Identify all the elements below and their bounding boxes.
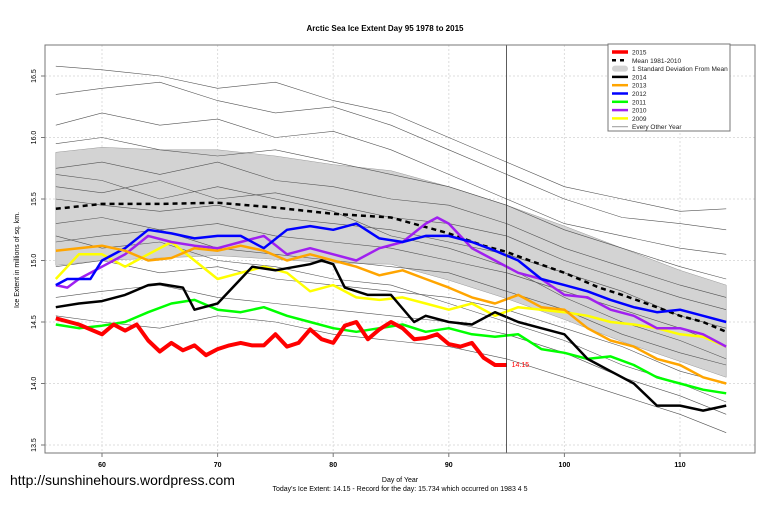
legend-label: 2013 — [632, 83, 647, 90]
legend-swatch — [612, 65, 628, 72]
series-line-2009 — [54, 240, 727, 348]
chart-subtitle: Today's Ice Extent: 14.15 - Record for t… — [272, 486, 527, 493]
series-line-2011 — [55, 298, 727, 395]
x-axis-label: Day of Year — [382, 477, 419, 484]
chart-title: Arctic Sea Ice Extent Day 95 1978 to 201… — [307, 24, 465, 33]
legend-label: 2015 — [632, 50, 647, 57]
legend-label: 2014 — [632, 74, 647, 81]
x-tick-label: 70 — [214, 462, 222, 469]
series-line-2015 — [55, 316, 507, 367]
series-line-2012 — [55, 222, 727, 324]
year-series — [54, 216, 727, 412]
other-year-line — [55, 161, 727, 298]
series-line-2014 — [55, 259, 727, 412]
y-tick-label: 15.0 — [31, 254, 38, 268]
std-band — [55, 147, 727, 378]
y-tick-label: 14.5 — [31, 315, 38, 329]
x-tick-label: 100 — [559, 462, 571, 469]
x-tick-label: 90 — [445, 462, 453, 469]
series-line-2010 — [55, 216, 727, 348]
legend-label: Mean 1981-2010 — [632, 58, 682, 65]
y-tick-label: 14.0 — [31, 377, 38, 391]
legend-box — [607, 43, 731, 132]
other-year-line — [55, 260, 727, 384]
mean-line — [55, 201, 727, 333]
other-year-line — [55, 229, 727, 366]
std-deviation-band — [55, 147, 727, 378]
y-tick-label: 16.5 — [31, 69, 38, 83]
y-tick-label: 13.5 — [31, 438, 38, 452]
mean-1981-2010-line — [55, 201, 727, 333]
legend-label: 2011 — [632, 99, 646, 106]
other-year-line — [55, 65, 727, 212]
legend-label: Every Other Year — [632, 124, 682, 131]
other-year-line — [55, 198, 727, 329]
plot-frame — [44, 44, 756, 454]
x-tick-label: 80 — [329, 462, 337, 469]
y-tick-label: 16.0 — [31, 131, 38, 145]
y-axis-label: Ice Extent in millions of sq. km. — [14, 212, 21, 308]
y-tick-label: 15.5 — [31, 192, 38, 206]
legend-label: 2012 — [632, 91, 647, 98]
legend-label: 1 Standard Deviation From Mean — [632, 66, 728, 73]
legend-label: 2010 — [632, 108, 647, 115]
x-tick-label: 110 — [674, 462, 685, 469]
x-tick-label: 60 — [98, 462, 106, 469]
x-axis: 60 70 80 90 100 110 — [98, 453, 686, 469]
other-year-line — [55, 315, 727, 433]
watermark-url: http://sunshinehours.wordpress.com — [10, 472, 235, 488]
series-line-2013 — [55, 244, 727, 385]
current-value-label: 14.15 — [512, 362, 530, 369]
other-year-line — [55, 81, 727, 231]
legend-label: 2009 — [632, 116, 647, 123]
other-year-line — [55, 235, 727, 403]
y-axis: 13.5 14.0 14.5 15.0 15.5 16.0 16.5 — [31, 69, 45, 452]
other-years — [55, 65, 727, 433]
other-year-line — [55, 112, 727, 255]
other-year-line — [55, 137, 727, 280]
